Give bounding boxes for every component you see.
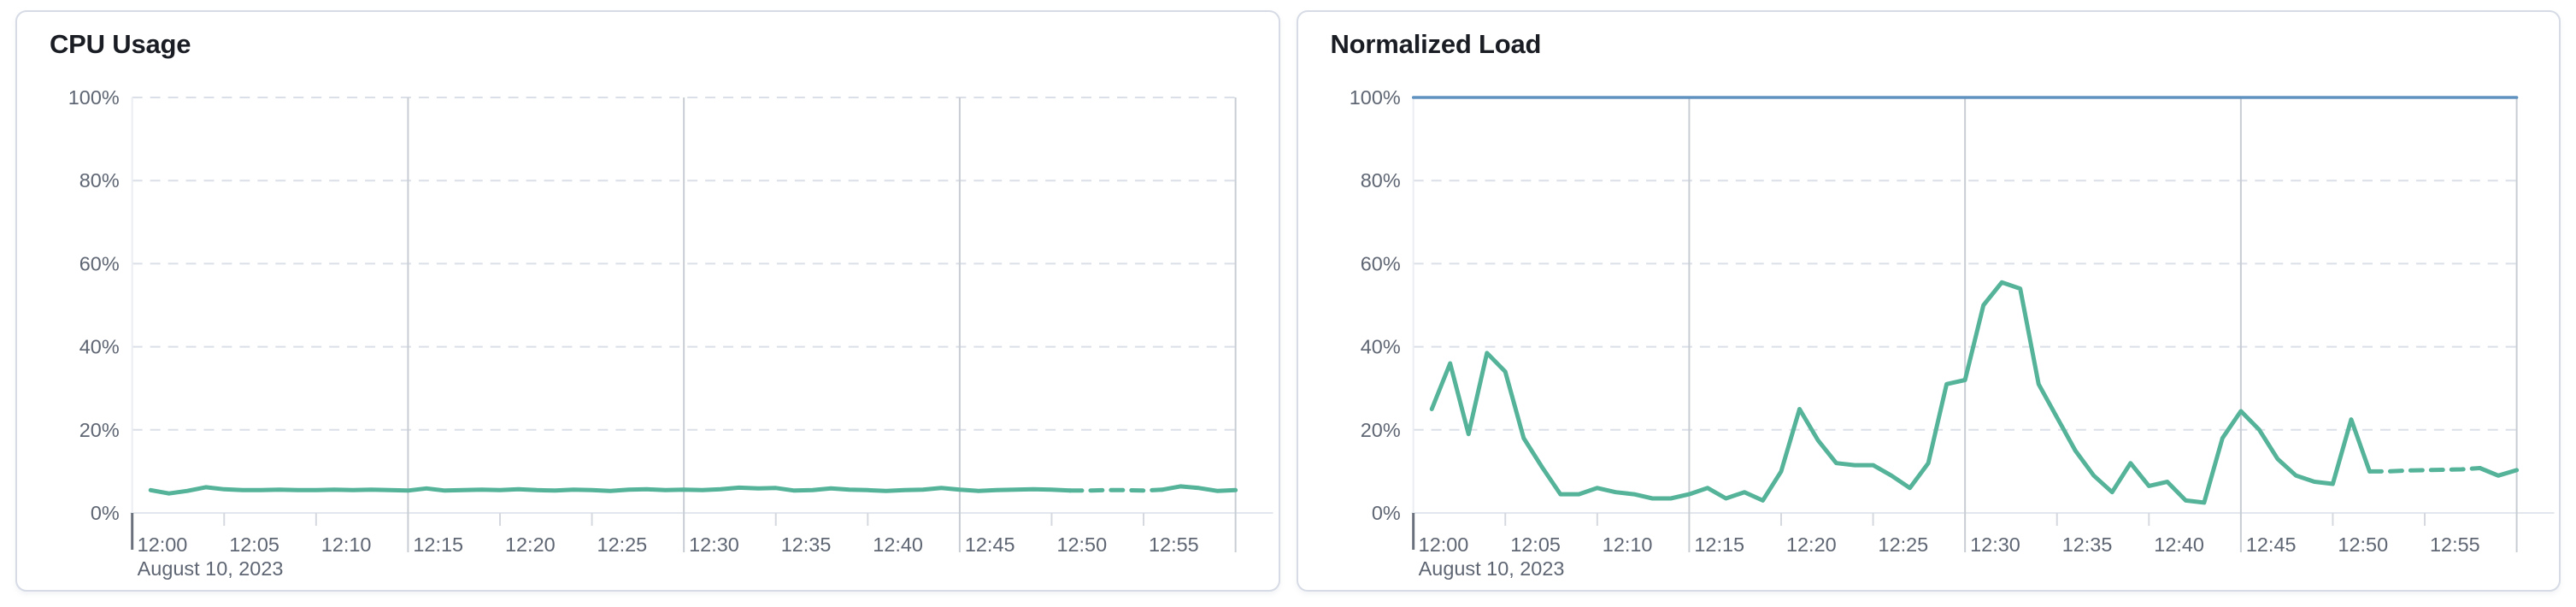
x-tick-label: 12:45 [965,533,1015,556]
x-tick-label: 12:30 [1970,533,2020,556]
cpu-usage-panel: CPU Usage 12:00 12:05 12:10 12:15 12:20 12:25… [15,10,1280,592]
normalized-load-line [2477,466,2519,478]
x-tick-label: 12:35 [781,533,832,556]
x-tick-label: 12:25 [1878,533,1928,556]
y-tick-label: 0% [1371,502,1400,524]
chart-title-normalized-load: Normalized Load [1330,29,1542,59]
x-tick-label: 12:55 [2430,533,2480,556]
normalized-load-panel: Normalized Load 12:00 12:05 12:10 12:15 12:2… [1296,10,2561,592]
x-tick-label: 12:05 [229,533,279,556]
x-tick-label: 12:10 [1602,533,1652,556]
x-tick-label: 12:25 [597,533,648,556]
y-tick-label: 60% [79,252,120,274]
cpu-usage-line [1160,484,1238,493]
x-tick-label: 12:45 [2245,533,2296,556]
y-tick-label: 100% [68,86,120,109]
cpu-usage-line-dashed [1067,487,1165,493]
x-tick-label: 12:55 [1149,533,1199,556]
y-tick-label: 80% [79,169,120,192]
x-tick-label: 12:10 [321,533,372,556]
y-tick-label: 80% [1360,169,1400,192]
x-tick-label: 12:00 [138,533,188,556]
y-tick-label: 40% [1360,336,1400,358]
chart-title-cpu-usage: CPU Usage [50,29,191,59]
x-tick-label: 12:20 [505,533,556,556]
x-tick-label: 12:05 [1510,533,1561,556]
y-tick-label: 60% [1360,252,1400,274]
x-tick-label: 12:50 [1056,533,1107,556]
y-tick-label: 100% [1349,86,1400,109]
normalized-load-line-dashed [2367,466,2482,474]
cpu-usage-chart[interactable]: 12:00 12:05 12:10 12:15 12:20 12:25 12:30 12:35… [17,12,1279,590]
x-tick-label: 12:15 [413,533,463,556]
x-tick-label: 12:30 [689,533,739,556]
x-axis-date-label: August 10, 2023 [1418,557,1564,580]
normalized-load-chart[interactable]: 12:00 12:05 12:10 12:15 12:20 12:25 12:30 12:35… [1298,12,2560,590]
x-tick-label: 12:40 [2154,533,2204,556]
x-tick-label: 12:40 [873,533,923,556]
y-tick-label: 0% [91,502,120,524]
cpu-usage-line [148,485,1073,496]
x-tick-label: 12:50 [2338,533,2388,556]
x-tick-label: 12:00 [1418,533,1468,556]
x-tick-label: 12:20 [1785,533,1836,556]
y-tick-label: 20% [79,419,120,441]
y-tick-label: 20% [1360,419,1400,441]
normalized-load-line [1429,280,2372,505]
x-tick-label: 12:15 [1694,533,1744,556]
y-tick-label: 40% [79,336,120,358]
x-axis-date-label: August 10, 2023 [138,557,284,580]
x-tick-label: 12:35 [2061,533,2112,556]
